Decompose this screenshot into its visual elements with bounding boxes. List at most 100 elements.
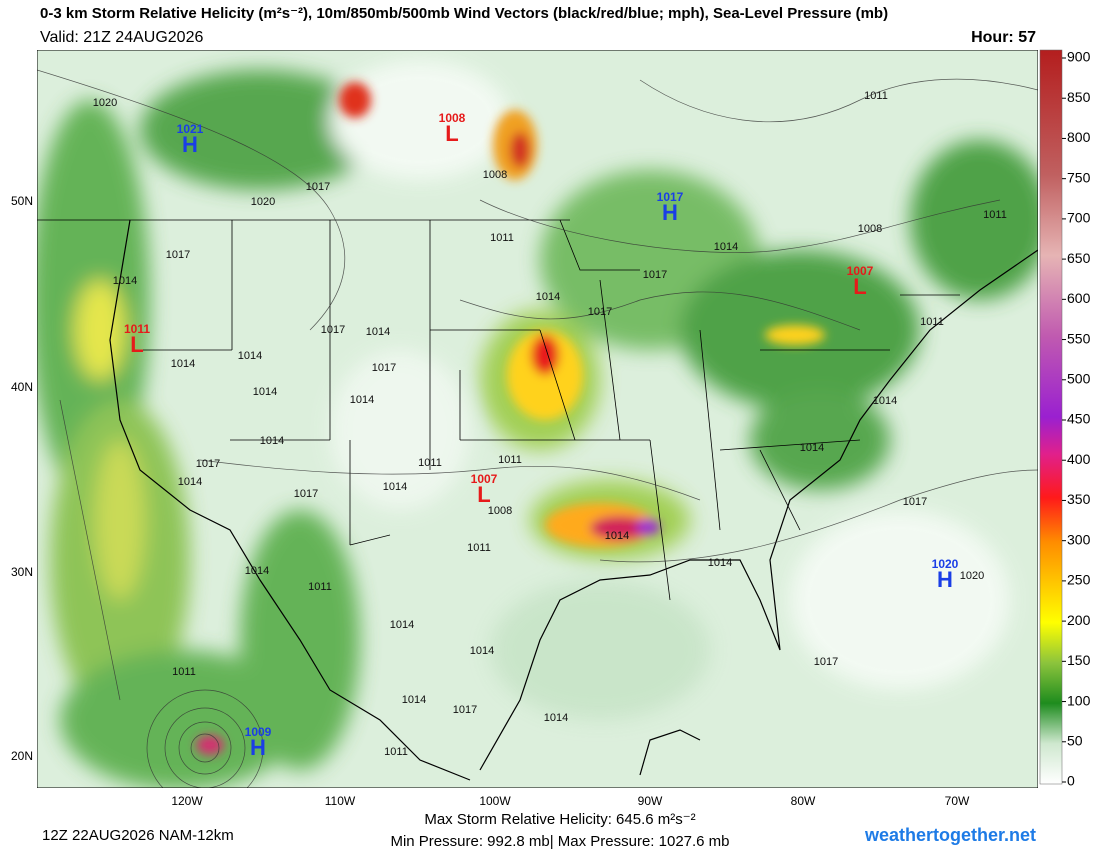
colorbar-label: 600 bbox=[1067, 290, 1091, 306]
isobar-label: 1011 bbox=[498, 454, 522, 466]
isobar-label: 1020 bbox=[960, 570, 984, 582]
isobar-label: 1014 bbox=[873, 395, 897, 407]
colorbar bbox=[1039, 49, 1063, 785]
isobar-label: 1014 bbox=[800, 442, 824, 454]
isobar-label: 1014 bbox=[171, 358, 195, 370]
isobar-label: 1014 bbox=[605, 530, 629, 542]
isobar-label: 1017 bbox=[814, 656, 838, 668]
isobar-label: 1017 bbox=[196, 458, 220, 470]
title: 0-3 km Storm Relative Helicity (m²s⁻²), … bbox=[40, 5, 888, 22]
colorbar-label: 100 bbox=[1067, 692, 1091, 708]
lon-label: 90W bbox=[638, 794, 663, 808]
colorbar-label: 650 bbox=[1067, 250, 1091, 266]
site-link[interactable]: weathertogether.net bbox=[864, 825, 1036, 845]
colorbar-label: 200 bbox=[1067, 612, 1091, 628]
isobar-labels: 1020 1017 1020 1017 1014 1011 1014 1017 1017 1014… bbox=[93, 90, 1007, 758]
isobar-label: 1017 bbox=[306, 181, 330, 193]
model-run: 12Z 22AUG2026 NAM-12km bbox=[42, 827, 234, 844]
center-letter: H bbox=[662, 200, 678, 225]
lat-label: 40N bbox=[11, 380, 33, 394]
isobar-label: 1014 bbox=[402, 694, 426, 706]
lon-label: 110W bbox=[325, 794, 356, 808]
center-value: 1009 bbox=[245, 725, 272, 739]
lat-label: 30N bbox=[11, 565, 33, 579]
colorbar-label: 700 bbox=[1067, 210, 1091, 226]
isobar-label: 1014 bbox=[708, 557, 732, 569]
colorbar-label: 500 bbox=[1067, 370, 1091, 386]
isobar-label: 1014 bbox=[544, 712, 568, 724]
center-value: 1007 bbox=[471, 472, 498, 486]
isobar-label: 1017 bbox=[321, 324, 345, 336]
colorbar-label: 350 bbox=[1067, 491, 1091, 507]
colorbar-label: 150 bbox=[1067, 652, 1091, 668]
isobar-label: 1011 bbox=[920, 316, 944, 328]
max-helicity: Max Storm Relative Helicity: 645.6 m²s⁻² bbox=[424, 811, 695, 828]
colorbar-label: 450 bbox=[1067, 411, 1091, 427]
isobar-label: 1014 bbox=[714, 241, 738, 253]
isobar-label: 1017 bbox=[643, 269, 667, 281]
isobar-label: 1014 bbox=[113, 275, 137, 287]
isobar-label: 1014 bbox=[366, 326, 390, 338]
lon-label: 100W bbox=[479, 794, 511, 808]
lat-label: 50N bbox=[11, 194, 33, 208]
isobar-label: 1008 bbox=[483, 169, 507, 181]
center-letter: H bbox=[937, 567, 953, 592]
colorbar-label: 800 bbox=[1067, 129, 1091, 145]
center-value: 1008 bbox=[439, 111, 466, 125]
isobar-label: 1011 bbox=[467, 542, 491, 554]
isobar-label: 1017 bbox=[294, 488, 318, 500]
isobar-label: 1011 bbox=[864, 90, 888, 102]
center-value: 1007 bbox=[847, 264, 874, 278]
colorbar-label: 250 bbox=[1067, 572, 1091, 588]
isobar-label: 1017 bbox=[588, 306, 612, 318]
colorbar-label: 900 bbox=[1067, 49, 1091, 65]
pressure-range: Min Pressure: 992.8 mb| Max Pressure: 10… bbox=[390, 833, 729, 850]
center-letter: L bbox=[130, 332, 143, 357]
valid-time: Valid: 21Z 24AUG2026 bbox=[40, 29, 203, 46]
colorbar-label: 0 bbox=[1067, 773, 1075, 789]
center-value: 1011 bbox=[124, 322, 150, 336]
center-letter: H bbox=[250, 735, 266, 760]
isobar-label: 1014 bbox=[383, 481, 407, 493]
colorbar-label: 400 bbox=[1067, 451, 1091, 467]
isobar-label: 1011 bbox=[172, 666, 196, 678]
lon-label: 80W bbox=[791, 794, 816, 808]
center-value: 1020 bbox=[932, 557, 959, 571]
colorbar-label: 300 bbox=[1067, 531, 1091, 547]
lat-label: 20N bbox=[11, 749, 33, 763]
center-letter: L bbox=[477, 482, 490, 507]
colorbar-label: 750 bbox=[1067, 169, 1091, 185]
colorbar-label: 50 bbox=[1067, 732, 1083, 748]
isobar-label: 1011 bbox=[418, 457, 442, 469]
isobar-label: 1014 bbox=[390, 619, 414, 631]
forecast-hour: Hour: 57 bbox=[971, 29, 1036, 46]
isobar-label: 1008 bbox=[488, 505, 512, 517]
isobar-label: 1011 bbox=[308, 581, 332, 593]
isobar-label: 1020 bbox=[93, 97, 117, 109]
center-letter: H bbox=[182, 132, 198, 157]
center-value: 1021 bbox=[177, 122, 204, 136]
latitude-labels: 50N 40N 30N 20N bbox=[11, 194, 33, 763]
lon-label: 70W bbox=[945, 794, 970, 808]
isobar-label: 1011 bbox=[490, 232, 514, 244]
isobar-label: 1014 bbox=[238, 350, 262, 362]
isobar-label: 1014 bbox=[260, 435, 284, 447]
center-letter: L bbox=[853, 274, 866, 299]
map bbox=[37, 50, 1038, 788]
colorbar-label: 850 bbox=[1067, 89, 1091, 105]
isobar-label: 1008 bbox=[858, 223, 882, 235]
isobar-label: 1014 bbox=[245, 565, 269, 577]
isobar-label: 1014 bbox=[350, 394, 374, 406]
isobar-label: 1017 bbox=[166, 249, 190, 261]
isobar-label: 1014 bbox=[470, 645, 494, 657]
isobar-label: 1014 bbox=[253, 386, 277, 398]
lon-label: 120W bbox=[171, 794, 203, 808]
isobar-label: 1017 bbox=[453, 704, 477, 716]
isobar-label: 1017 bbox=[372, 362, 396, 374]
isobar-label: 1014 bbox=[178, 476, 202, 488]
isobar-label: 1017 bbox=[903, 496, 927, 508]
center-value: 1017 bbox=[657, 190, 684, 204]
isobar-label: 1011 bbox=[983, 209, 1007, 221]
